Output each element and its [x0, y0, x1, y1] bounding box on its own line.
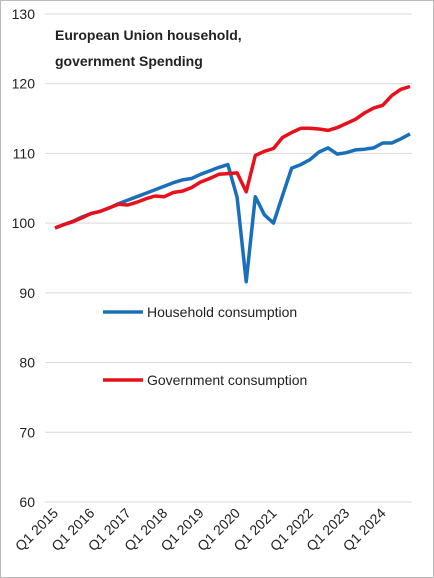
y-tick-label: 100 — [12, 215, 36, 231]
legend-label: Household consumption — [147, 304, 297, 320]
chart-title-line: government Spending — [55, 53, 203, 69]
y-tick-label: 70 — [19, 424, 35, 440]
y-tick-label: 60 — [19, 494, 35, 510]
y-tick-label: 110 — [13, 145, 36, 161]
chart-title-line: European Union household, — [55, 27, 242, 43]
chart-title: European Union household, government Spen… — [55, 27, 242, 69]
y-tick-label: 120 — [12, 76, 36, 92]
y-tick-label: 130 — [12, 6, 36, 22]
y-tick-label: 80 — [19, 355, 35, 371]
line-series — [54, 84, 411, 230]
y-tick-label: 90 — [19, 285, 35, 301]
legend-label: Government consumption — [147, 372, 307, 388]
